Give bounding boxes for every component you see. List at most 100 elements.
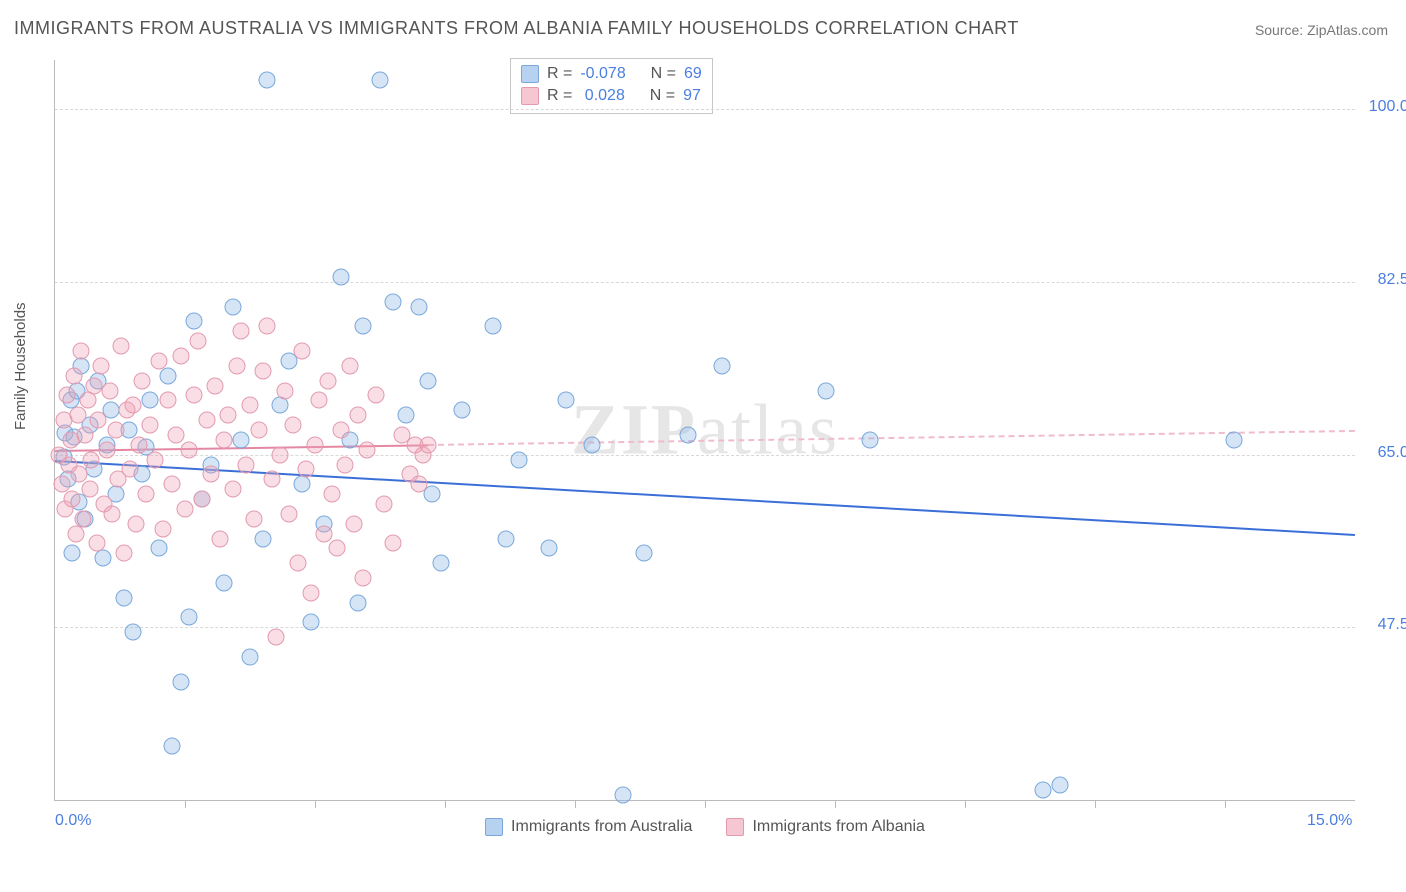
data-point-albania — [263, 471, 280, 488]
r-label: R = — [547, 85, 572, 107]
data-point-australia — [116, 589, 133, 606]
data-point-albania — [127, 515, 144, 532]
data-point-albania — [311, 392, 328, 409]
data-point-albania — [233, 323, 250, 340]
data-point-albania — [77, 426, 94, 443]
data-point-australia — [94, 550, 111, 567]
data-point-australia — [242, 648, 259, 665]
data-point-albania — [101, 382, 118, 399]
data-point-albania — [64, 491, 81, 508]
data-point-australia — [255, 530, 272, 547]
data-point-albania — [168, 426, 185, 443]
data-point-albania — [324, 486, 341, 503]
data-point-australia — [679, 426, 696, 443]
x-tick — [445, 800, 446, 808]
y-tick-label: 47.5% — [1378, 616, 1406, 634]
data-point-australia — [185, 313, 202, 330]
data-point-albania — [83, 451, 100, 468]
series-legend: Immigrants from Australia Immigrants fro… — [55, 818, 1355, 836]
legend-label-australia: Immigrants from Australia — [511, 818, 692, 836]
watermark-bold: ZIP — [571, 390, 697, 470]
data-point-australia — [64, 545, 81, 562]
data-point-australia — [181, 609, 198, 626]
data-point-albania — [125, 397, 142, 414]
data-point-australia — [172, 673, 189, 690]
data-point-albania — [53, 476, 70, 493]
data-point-albania — [142, 417, 159, 434]
data-point-albania — [138, 486, 155, 503]
gridline — [55, 109, 1355, 110]
data-point-albania — [73, 343, 90, 360]
corr-row-australia: R = -0.078 N = 69 — [521, 63, 702, 85]
gridline — [55, 282, 1355, 283]
data-point-albania — [220, 407, 237, 424]
data-point-albania — [146, 451, 163, 468]
data-point-albania — [315, 525, 332, 542]
gridline — [55, 455, 1355, 456]
data-point-albania — [107, 422, 124, 439]
data-point-albania — [92, 357, 109, 374]
y-tick-label: 82.5% — [1378, 271, 1406, 289]
swatch-pink-icon — [726, 818, 744, 836]
swatch-blue-icon — [521, 65, 539, 83]
source-attribution: Source: ZipAtlas.com — [1255, 22, 1388, 38]
data-point-albania — [164, 476, 181, 493]
data-point-albania — [281, 505, 298, 522]
data-point-australia — [151, 540, 168, 557]
r-value-albania: 0.028 — [580, 85, 625, 107]
data-point-australia — [510, 451, 527, 468]
data-point-australia — [454, 402, 471, 419]
data-point-australia — [272, 397, 289, 414]
data-point-australia — [541, 540, 558, 557]
data-point-australia — [411, 298, 428, 315]
data-point-australia — [614, 787, 631, 804]
data-point-albania — [346, 515, 363, 532]
data-point-albania — [86, 377, 103, 394]
swatch-pink-icon — [521, 87, 539, 105]
data-point-albania — [272, 446, 289, 463]
data-point-albania — [237, 456, 254, 473]
data-point-australia — [636, 545, 653, 562]
data-point-albania — [159, 392, 176, 409]
data-point-australia — [584, 436, 601, 453]
data-point-albania — [131, 436, 148, 453]
r-label: R = — [547, 63, 572, 85]
n-label: N = — [651, 63, 676, 85]
data-point-australia — [398, 407, 415, 424]
data-point-albania — [328, 540, 345, 557]
data-point-australia — [302, 614, 319, 631]
correlation-legend: R = -0.078 N = 69 R = 0.028 N = 97 — [510, 58, 713, 114]
data-point-australia — [372, 71, 389, 88]
data-point-albania — [88, 535, 105, 552]
data-point-albania — [276, 382, 293, 399]
chart-title: IMMIGRANTS FROM AUSTRALIA VS IMMIGRANTS … — [14, 18, 1019, 39]
data-point-australia — [294, 476, 311, 493]
data-point-australia — [333, 269, 350, 286]
n-label: N = — [650, 85, 675, 107]
data-point-albania — [302, 584, 319, 601]
n-value-australia: 69 — [684, 63, 702, 85]
data-point-australia — [861, 431, 878, 448]
data-point-albania — [337, 456, 354, 473]
data-point-albania — [229, 357, 246, 374]
x-tick — [705, 800, 706, 808]
x-tick — [835, 800, 836, 808]
chart-plot-area: ZIPatlas R = -0.078 N = 69 R = 0.028 N =… — [54, 60, 1355, 801]
data-point-albania — [69, 407, 86, 424]
x-tick — [185, 800, 186, 808]
data-point-albania — [294, 343, 311, 360]
data-point-albania — [198, 412, 215, 429]
data-point-australia — [714, 357, 731, 374]
data-point-albania — [194, 491, 211, 508]
data-point-albania — [419, 436, 436, 453]
data-point-albania — [79, 392, 96, 409]
data-point-australia — [159, 367, 176, 384]
data-point-australia — [818, 382, 835, 399]
data-point-albania — [71, 466, 88, 483]
data-point-albania — [255, 362, 272, 379]
data-point-australia — [1035, 782, 1052, 799]
data-point-australia — [224, 298, 241, 315]
data-point-australia — [259, 71, 276, 88]
data-point-albania — [307, 436, 324, 453]
n-value-albania: 97 — [683, 85, 701, 107]
